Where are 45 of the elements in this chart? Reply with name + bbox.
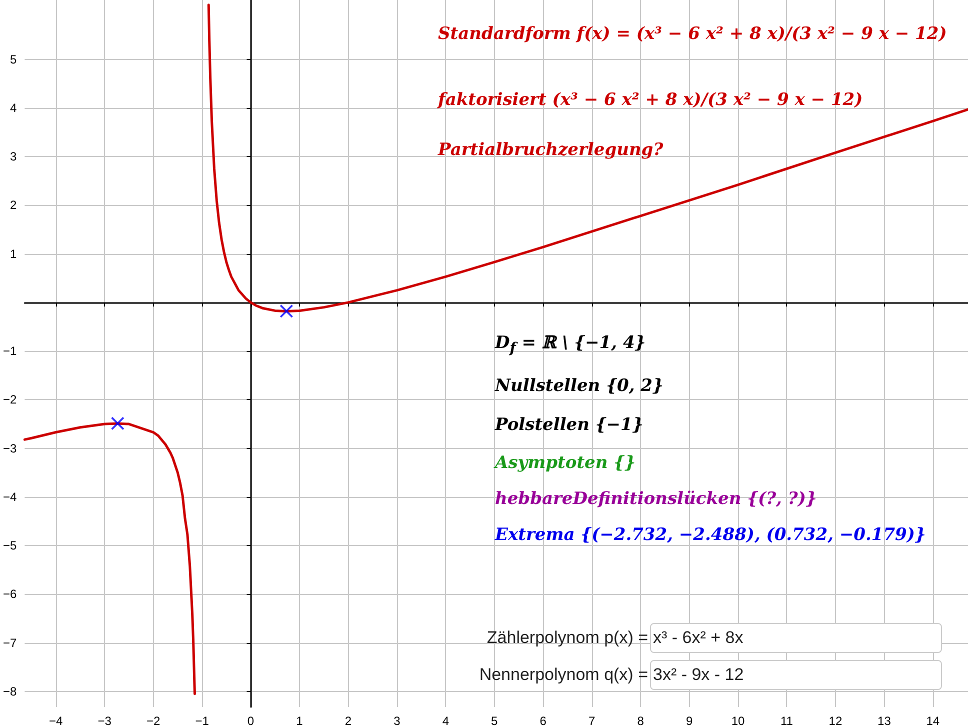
- x-tick-label: 9: [686, 714, 693, 727]
- y-tick-label: −1: [2, 344, 17, 358]
- y-tick-label: −7: [2, 636, 17, 650]
- x-tick-label: 14: [926, 714, 940, 727]
- annotation: Partialbruchzerlegung?: [438, 140, 664, 160]
- y-tick-label: −2: [2, 392, 17, 407]
- x-tick-label: 8: [637, 714, 644, 727]
- y-tick-label: 2: [10, 198, 17, 212]
- x-tick-label: −2: [146, 714, 160, 727]
- annotation: Standardform f(x) = (x³ − 6 x² + 8 x)/(3 x² − 9 x − 12): [438, 24, 947, 44]
- x-tick-label: −3: [98, 714, 112, 727]
- annotation: Asymptoten {}: [495, 453, 636, 473]
- text-field: x³ - 6x² + 8x: [650, 623, 942, 653]
- y-tick-label: 1: [10, 246, 17, 261]
- y-tick-label: 4: [10, 100, 17, 115]
- x-tick-label: −4: [49, 714, 64, 727]
- annotation: Polstellen {−1}: [495, 415, 644, 435]
- annotation: hebbareDefinitionslücken {(?, ?)}: [495, 489, 817, 509]
- annotation: Extrema {(−2.732, −2.488), (0.732, −0.179)}: [495, 525, 926, 545]
- x-tick-label: 10: [731, 714, 746, 727]
- y-tick-label: −8: [2, 684, 17, 698]
- text-field: 3x² - 9x - 12: [650, 660, 942, 690]
- x-tick-label: 3: [394, 714, 401, 727]
- x-tick-label: −1: [195, 714, 210, 727]
- y-tick-label: −6: [2, 587, 17, 602]
- x-tick-label: 6: [540, 714, 547, 727]
- x-tick-label: 0: [247, 714, 254, 727]
- annotation: Nennerpolynom q(x) =: [479, 665, 648, 685]
- y-tick-label: 3: [10, 150, 17, 164]
- x-tick-label: 13: [878, 714, 892, 727]
- x-tick-label: 4: [442, 714, 450, 727]
- y-tick-label: −3: [2, 441, 17, 456]
- x-tick-label: 11: [780, 714, 794, 727]
- annotation: Nullstellen {0, 2}: [495, 376, 664, 396]
- x-tick-label: 1: [296, 714, 304, 727]
- annotation: faktorisiert (x³ − 6 x² + 8 x)/(3 x² − 9 x − 12): [438, 90, 863, 110]
- y-tick-label: −4: [2, 490, 17, 504]
- annotation: D$_{f}$ = ℝ \ {−1, 4}: [495, 333, 646, 356]
- x-tick-label: 5: [491, 714, 498, 727]
- y-tick-label: −5: [2, 538, 17, 553]
- x-tick-label: 12: [828, 714, 842, 727]
- x-tick-label: 7: [588, 714, 596, 727]
- x-tick-label: 2: [344, 714, 352, 727]
- annotation: Zählerpolynom p(x) =: [486, 628, 648, 648]
- y-tick-label: 5: [10, 52, 17, 66]
